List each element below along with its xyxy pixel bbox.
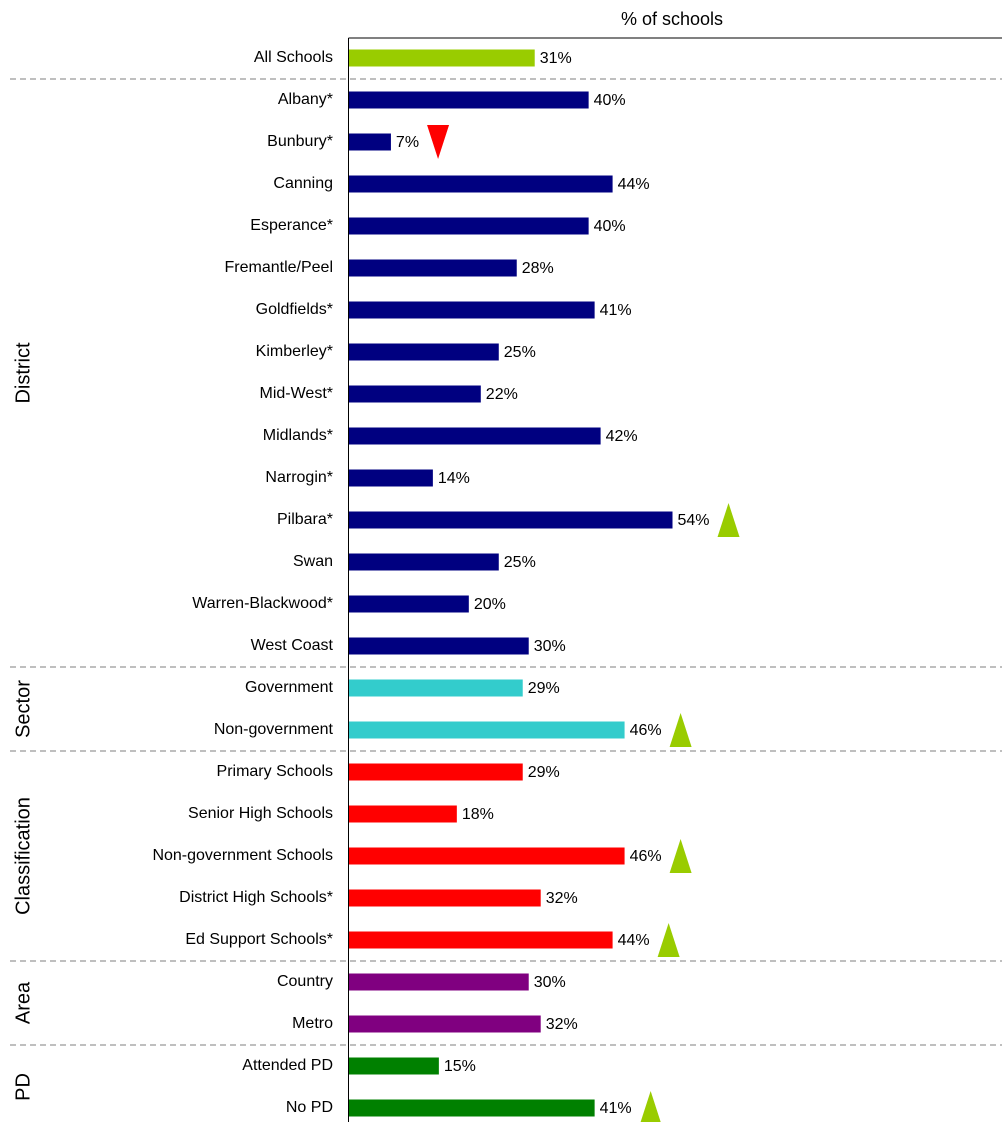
value-label: 30% bbox=[534, 638, 566, 655]
bar bbox=[349, 469, 433, 487]
category-label: Mid-West* bbox=[260, 385, 334, 402]
category-label: Narrogin* bbox=[265, 469, 333, 486]
value-label: 40% bbox=[594, 92, 626, 109]
value-label: 29% bbox=[528, 680, 560, 697]
group-label: PD bbox=[12, 1073, 34, 1101]
category-label: Government bbox=[245, 679, 334, 696]
value-label: 7% bbox=[396, 134, 419, 151]
category-label: Albany* bbox=[278, 91, 333, 108]
category-label: Swan bbox=[293, 553, 333, 570]
value-label: 28% bbox=[522, 260, 554, 277]
category-label: Attended PD bbox=[242, 1057, 333, 1074]
bar bbox=[349, 1099, 595, 1117]
category-label: Non-government bbox=[214, 721, 334, 738]
category-label: No PD bbox=[286, 1099, 333, 1116]
value-label: 25% bbox=[504, 554, 536, 571]
bar bbox=[349, 91, 589, 109]
bar bbox=[349, 343, 499, 361]
group-label: Area bbox=[12, 981, 34, 1024]
bar bbox=[349, 679, 523, 697]
category-label: Midlands* bbox=[263, 427, 333, 444]
bar bbox=[349, 175, 613, 193]
category-label: Canning bbox=[273, 175, 333, 192]
value-label: 22% bbox=[486, 386, 518, 403]
bar bbox=[349, 595, 469, 613]
bar bbox=[349, 847, 625, 865]
bar bbox=[349, 49, 535, 67]
value-label: 41% bbox=[600, 302, 632, 319]
category-label: Pilbara* bbox=[277, 511, 333, 528]
value-label: 32% bbox=[546, 1016, 578, 1033]
bar bbox=[349, 553, 499, 571]
value-label: 44% bbox=[618, 932, 650, 949]
category-label: Warren-Blackwood* bbox=[192, 595, 333, 612]
trend-marker bbox=[717, 503, 740, 537]
category-label: Senior High Schools bbox=[188, 805, 333, 822]
category-label: Fremantle/Peel bbox=[225, 259, 334, 276]
value-label: 25% bbox=[504, 344, 536, 361]
value-label: 46% bbox=[630, 722, 662, 739]
category-label: Bunbury* bbox=[267, 133, 333, 150]
value-label: 14% bbox=[438, 470, 470, 487]
bar bbox=[349, 1057, 439, 1075]
bar bbox=[349, 511, 673, 529]
bar bbox=[349, 217, 589, 235]
value-label: 29% bbox=[528, 764, 560, 781]
group-label: Sector bbox=[12, 680, 34, 738]
trend-marker bbox=[640, 1091, 661, 1122]
value-label: 40% bbox=[594, 218, 626, 235]
bar bbox=[349, 931, 613, 949]
value-label: 46% bbox=[630, 848, 662, 865]
group-label: District bbox=[12, 342, 34, 404]
value-label: 42% bbox=[606, 428, 638, 445]
bar bbox=[349, 805, 457, 823]
bar bbox=[349, 889, 541, 907]
category-label: Metro bbox=[292, 1015, 333, 1032]
trend-marker bbox=[669, 713, 692, 747]
category-label: Ed Support Schools* bbox=[185, 931, 333, 948]
value-label: 54% bbox=[678, 512, 710, 529]
bar bbox=[349, 385, 481, 403]
bar bbox=[349, 427, 601, 445]
category-label: Esperance* bbox=[250, 217, 333, 234]
trend-marker bbox=[427, 125, 450, 159]
group-label: Classification bbox=[12, 797, 34, 915]
value-label: 31% bbox=[540, 50, 572, 67]
bar bbox=[349, 721, 625, 739]
trend-marker bbox=[657, 923, 680, 957]
value-label: 41% bbox=[600, 1100, 632, 1117]
value-label: 30% bbox=[534, 974, 566, 991]
value-label: 32% bbox=[546, 890, 578, 907]
category-label: West Coast bbox=[251, 637, 334, 654]
bar bbox=[349, 1015, 541, 1033]
category-label: Non-government Schools bbox=[152, 847, 333, 864]
bar bbox=[349, 973, 529, 991]
bar bbox=[349, 763, 523, 781]
value-label: 44% bbox=[618, 176, 650, 193]
category-label: All Schools bbox=[254, 49, 333, 66]
bar bbox=[349, 637, 529, 655]
category-label: Primary Schools bbox=[217, 763, 333, 780]
value-label: 15% bbox=[444, 1058, 476, 1075]
category-label: District High Schools* bbox=[179, 889, 333, 906]
category-label: Country bbox=[277, 973, 333, 990]
bar bbox=[349, 133, 391, 151]
value-label: 18% bbox=[462, 806, 494, 823]
category-label: Goldfields* bbox=[256, 301, 333, 318]
bar bbox=[349, 259, 517, 277]
value-label: 20% bbox=[474, 596, 506, 613]
category-label: Kimberley* bbox=[256, 343, 333, 360]
bar bbox=[349, 301, 595, 319]
trend-marker bbox=[669, 839, 692, 873]
axis-title: % of schools bbox=[621, 9, 723, 29]
